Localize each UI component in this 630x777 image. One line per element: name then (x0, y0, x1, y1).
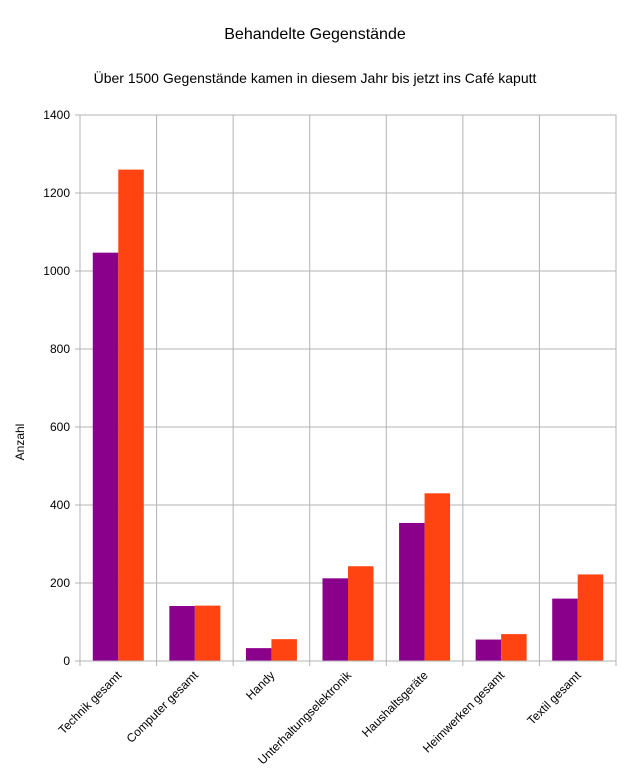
y-tick-label: 200 (50, 576, 70, 590)
bar-series1-3 (322, 578, 348, 661)
bar-series2-6 (577, 574, 604, 661)
bar-series1-4 (399, 522, 425, 661)
y-axis-label: Anzahl (13, 424, 27, 461)
y-tick-label: 1400 (43, 108, 70, 122)
bar-series1-6 (552, 598, 578, 661)
y-tick-label: 0 (63, 654, 70, 668)
plot-area-frame (79, 114, 617, 662)
bar-series2-3 (348, 566, 374, 661)
chart-title: Behandelte Gegenstände (224, 26, 406, 43)
bar-series2-0 (118, 169, 144, 661)
bar-series1-1 (169, 606, 195, 661)
x-tick-label: Heimwerken gesamt (420, 668, 508, 756)
y-tick-label: 1000 (43, 264, 70, 278)
y-tick-label: 1200 (43, 186, 70, 200)
bar-series2-5 (501, 634, 527, 661)
bar-series2-1 (194, 605, 221, 661)
bar-series1-0 (92, 252, 119, 662)
y-tick-label: 800 (50, 342, 70, 356)
x-tick-label: Textil gesamt (524, 668, 584, 728)
chart-subtitle: Über 1500 Gegenstände kamen in diesem Ja… (93, 70, 537, 86)
x-tick-label: Computer gesamt (124, 668, 202, 746)
y-tick-label: 400 (50, 498, 70, 512)
bar-series1-5 (475, 639, 502, 661)
bars (92, 169, 604, 662)
y-tick-label: 600 (50, 420, 70, 434)
x-tick-label: Haushaltsgeräte (359, 668, 431, 740)
x-tick-label: Handy (243, 668, 277, 702)
bar-series1-2 (245, 648, 272, 661)
axes (75, 114, 617, 666)
x-tick-label: Technik gesamt (56, 668, 125, 737)
bar-series2-2 (271, 639, 297, 661)
bar-series2-4 (424, 493, 451, 661)
